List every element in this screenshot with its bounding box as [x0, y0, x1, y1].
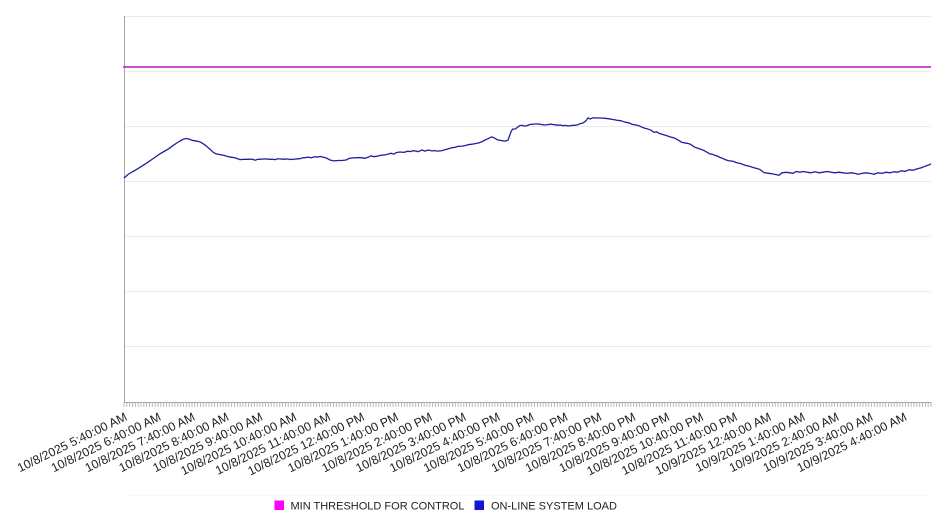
svg-text:ON-LINE SYSTEM LOAD: ON-LINE SYSTEM LOAD: [491, 500, 617, 512]
svg-text:MIN THRESHOLD FOR CONTROL: MIN THRESHOLD FOR CONTROL: [291, 500, 465, 512]
